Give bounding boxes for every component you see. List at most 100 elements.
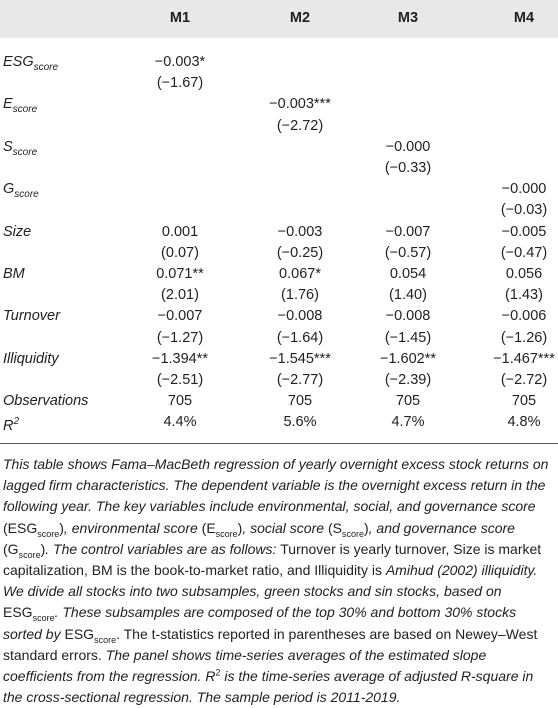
- coefficient: −0.008: [385, 308, 431, 325]
- caption-text: , environmental score: [63, 519, 202, 536]
- label-text: Illiquidity: [3, 350, 59, 367]
- coefficient: −0.005: [501, 223, 547, 240]
- caption-text: . These subsamples are composed of the t…: [3, 604, 517, 642]
- label-text: BM: [3, 266, 25, 282]
- coefficient: −1.545***: [269, 350, 331, 367]
- table-rule: [0, 443, 558, 444]
- t-statistic: (−1.67): [156, 75, 204, 92]
- t-statistic: (−2.39): [384, 372, 432, 388]
- row-label: Illiquidity: [3, 349, 59, 369]
- t-statistic: (−0.25): [276, 244, 324, 261]
- coefficient: 705: [167, 393, 193, 410]
- coefficient: −0.006: [501, 308, 547, 325]
- label-subscript: score: [33, 61, 59, 73]
- caption-text: score: [37, 528, 60, 539]
- coefficient: 4.8%: [507, 414, 541, 431]
- caption-text: Turnover is yearly turnover, Size is mar…: [3, 540, 542, 579]
- t-statistic: (1.76): [281, 287, 319, 304]
- t-statistic: (2.01): [161, 287, 199, 304]
- caption-text: score: [341, 528, 364, 539]
- caption-text: (S: [327, 519, 342, 536]
- column-header: M2: [289, 10, 311, 26]
- caption-text: , social score: [242, 519, 328, 536]
- coefficient: 5.6%: [283, 414, 317, 431]
- coefficient: −1.467***: [493, 350, 555, 367]
- label-text: Size: [3, 223, 32, 240]
- t-statistic: (−2.77): [276, 372, 324, 388]
- caption-text: (E: [201, 519, 216, 536]
- row-label: Turnover: [3, 306, 60, 326]
- label-text: E: [3, 96, 13, 113]
- coefficient: −0.007: [157, 308, 203, 325]
- row-label: Sscore: [3, 137, 37, 163]
- coefficient: −0.000: [385, 138, 431, 155]
- label-text: Turnover: [3, 308, 60, 325]
- coefficient: 0.071**: [156, 266, 204, 282]
- t-statistic: (−0.33): [384, 160, 432, 176]
- coefficient: −0.003***: [269, 96, 331, 113]
- label-text: S: [3, 138, 13, 155]
- caption-text: . The control variables are as follows:: [45, 540, 281, 557]
- coefficient: −0.003: [277, 223, 323, 240]
- label-text: ESG: [3, 54, 34, 70]
- coefficient: −0.008: [277, 308, 323, 325]
- label-text: Observations: [3, 393, 89, 410]
- caption-text: ): [363, 519, 369, 536]
- caption-text: score: [18, 549, 41, 560]
- caption-text: (G: [3, 540, 19, 557]
- t-statistic: (−0.57): [384, 244, 432, 261]
- caption-text: score: [32, 613, 55, 624]
- caption-text: ESG: [3, 604, 33, 621]
- row-label: Size: [3, 222, 31, 242]
- coefficient: 705: [511, 393, 537, 410]
- coefficient: −0.000: [501, 181, 547, 198]
- label-subscript: score: [12, 104, 38, 116]
- t-statistic: (−2.72): [500, 372, 548, 388]
- t-statistic: (1.40): [389, 287, 427, 304]
- caption-text: The panel shows time-series averages of …: [3, 646, 487, 685]
- coefficient: −0.007: [385, 223, 431, 240]
- t-statistic: (−1.26): [500, 329, 548, 346]
- coefficient: 705: [287, 393, 313, 410]
- t-statistic: (1.43): [505, 287, 543, 304]
- caption-text: , and governance score: [368, 519, 515, 536]
- t-statistic: (0.07): [161, 244, 199, 261]
- label-superscript: 2: [13, 416, 20, 428]
- label-text: R: [3, 418, 14, 435]
- coefficient: −1.394**: [151, 350, 209, 367]
- column-header: M3: [397, 10, 419, 26]
- row-label: ESGscore: [3, 52, 58, 78]
- caption-text: Amihud (2002) illiquidity. We divide all…: [3, 562, 538, 600]
- coefficient: 4.7%: [391, 414, 425, 431]
- t-statistic: (−2.72): [276, 117, 324, 134]
- t-statistic: (−1.27): [156, 329, 204, 346]
- row-label: BM: [3, 264, 25, 284]
- coefficient: 705: [395, 393, 421, 410]
- caption-text: 2: [215, 667, 221, 678]
- caption-text: ESG: [64, 625, 95, 642]
- coefficient: −0.003*: [154, 54, 206, 70]
- coefficient: 4.4%: [163, 414, 197, 431]
- caption-text: ): [40, 540, 46, 557]
- header-background: [0, 0, 558, 38]
- coefficient: 0.054: [389, 266, 427, 282]
- row-label: R2: [3, 412, 19, 436]
- caption-text: R: [205, 668, 216, 685]
- t-statistic: (−1.64): [276, 329, 324, 346]
- row-label: Observations: [3, 391, 88, 411]
- coefficient: 0.001: [161, 223, 199, 240]
- t-statistic: (−2.51): [156, 372, 204, 388]
- coefficient: 0.067*: [279, 266, 321, 282]
- label-subscript: score: [12, 146, 38, 158]
- caption-text: ): [237, 519, 243, 536]
- caption-text: . The t-statistics reported in parenthes…: [3, 625, 538, 663]
- label-subscript: score: [14, 189, 39, 201]
- caption-text: (ESG: [3, 519, 38, 536]
- caption: This table shows Fama–MacBeth regression…: [3, 454, 555, 708]
- caption-text: This table shows Fama–MacBeth regression…: [3, 456, 549, 515]
- caption-text: ): [59, 519, 64, 536]
- t-statistic: (−0.03): [500, 202, 548, 219]
- t-statistic: (−1.45): [384, 329, 432, 346]
- caption-text: score: [94, 634, 117, 645]
